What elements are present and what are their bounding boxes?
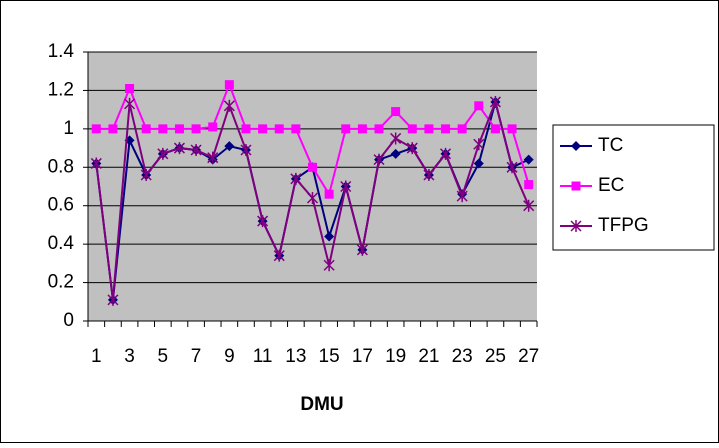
- marker: [491, 124, 500, 133]
- x-tick-label: 3: [124, 346, 135, 367]
- x-tick-label: 11: [253, 346, 273, 367]
- y-tick-label: 1.2: [48, 79, 74, 100]
- marker: [458, 124, 467, 133]
- y-tick-label: 1.4: [48, 41, 75, 62]
- legend-label: TC: [598, 135, 623, 156]
- marker: [424, 124, 433, 133]
- y-tick-label: 0.8: [48, 156, 74, 177]
- marker: [175, 124, 184, 133]
- x-tick-label: 7: [191, 346, 202, 367]
- x-tick-label: 27: [518, 346, 539, 367]
- marker: [441, 124, 450, 133]
- x-tick-label: 1: [91, 346, 102, 367]
- marker: [158, 124, 167, 133]
- y-tick-label: 0.2: [48, 272, 74, 293]
- marker: [275, 124, 284, 133]
- legend-label: EC: [598, 175, 624, 196]
- marker: [225, 80, 234, 89]
- marker: [341, 124, 350, 133]
- marker: [308, 163, 317, 172]
- marker: [125, 84, 134, 93]
- marker: [142, 124, 151, 133]
- marker: [391, 107, 400, 116]
- marker: [325, 190, 334, 199]
- y-tick-label: 1: [63, 118, 74, 139]
- marker: [208, 122, 217, 131]
- marker: [358, 124, 367, 133]
- marker: [508, 124, 517, 133]
- x-axis-title: DMU: [300, 394, 343, 415]
- x-tick-label: 5: [158, 346, 169, 367]
- plot-area: [88, 52, 537, 321]
- marker: [192, 124, 201, 133]
- x-tick-label: 9: [224, 346, 235, 367]
- marker: [92, 124, 101, 133]
- legend-label: TFPG: [598, 215, 649, 236]
- marker: [108, 124, 117, 133]
- x-tick-label: 25: [485, 346, 506, 367]
- marker: [241, 124, 250, 133]
- x-tick-label: 19: [385, 346, 406, 367]
- y-tick-label: 0: [63, 310, 74, 331]
- x-tick-label: 23: [452, 346, 473, 367]
- marker: [291, 124, 300, 133]
- y-tick-label: 0.4: [48, 233, 75, 254]
- chart: DMU 00.20.40.60.811.21.41357911131517192…: [0, 0, 719, 443]
- marker: [524, 180, 533, 189]
- marker: [258, 124, 267, 133]
- marker: [375, 124, 384, 133]
- marker: [572, 182, 581, 191]
- x-tick-label: 17: [352, 346, 373, 367]
- x-tick-label: 21: [418, 346, 439, 367]
- marker: [474, 101, 483, 110]
- y-tick-label: 0.6: [48, 195, 74, 216]
- marker: [408, 124, 417, 133]
- x-tick-label: 15: [319, 346, 340, 367]
- x-tick-label: 13: [285, 346, 306, 367]
